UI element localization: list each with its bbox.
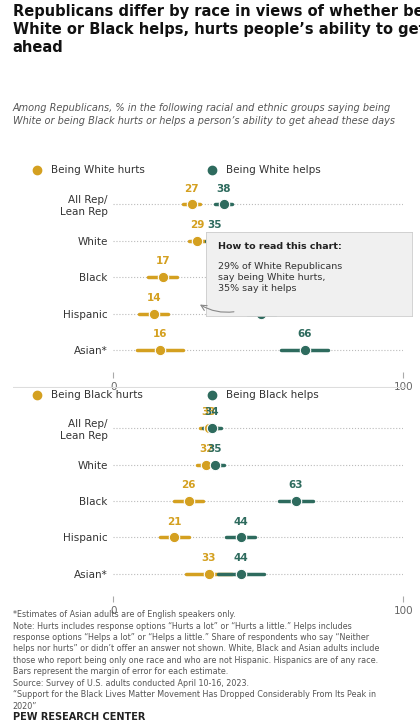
Text: *Estimates of Asian adults are of English speakers only.
Note: Hurts includes re: *Estimates of Asian adults are of Englis…: [13, 610, 379, 710]
Text: 34: 34: [205, 407, 219, 417]
Text: 51: 51: [254, 292, 268, 303]
Text: 33: 33: [202, 553, 216, 563]
Text: PEW RESEARCH CENTER: PEW RESEARCH CENTER: [13, 712, 145, 722]
Text: 44: 44: [234, 516, 248, 526]
Text: Among Republicans, % in the following racial and ethnic groups saying being
Whit: Among Republicans, % in the following ra…: [13, 103, 395, 126]
Text: 68: 68: [303, 256, 318, 266]
Text: Being Black helps: Being Black helps: [226, 391, 319, 400]
Text: 35: 35: [207, 444, 222, 453]
Text: 44: 44: [234, 553, 248, 563]
Text: 17: 17: [155, 256, 170, 266]
Text: 27: 27: [184, 183, 199, 193]
Text: 66: 66: [297, 329, 312, 339]
Text: 26: 26: [181, 480, 196, 490]
Text: 35: 35: [207, 220, 222, 230]
Text: 29: 29: [190, 220, 205, 230]
Text: 33: 33: [202, 407, 216, 417]
Text: Republicans differ by race in views of whether being
White or Black helps, hurts: Republicans differ by race in views of w…: [13, 4, 420, 55]
Text: How to read this chart:: How to read this chart:: [218, 243, 342, 251]
Text: Being Black hurts: Being Black hurts: [50, 391, 142, 400]
Text: 21: 21: [167, 516, 181, 526]
Text: 16: 16: [152, 329, 167, 339]
Text: 63: 63: [289, 480, 303, 490]
Text: 14: 14: [147, 292, 161, 303]
Text: Being White hurts: Being White hurts: [50, 165, 144, 175]
Text: 32: 32: [199, 444, 213, 453]
Text: 38: 38: [216, 183, 231, 193]
Text: 29% of White Republicans
say being White hurts,
35% say it helps: 29% of White Republicans say being White…: [218, 261, 342, 293]
Text: Being White helps: Being White helps: [226, 165, 321, 175]
